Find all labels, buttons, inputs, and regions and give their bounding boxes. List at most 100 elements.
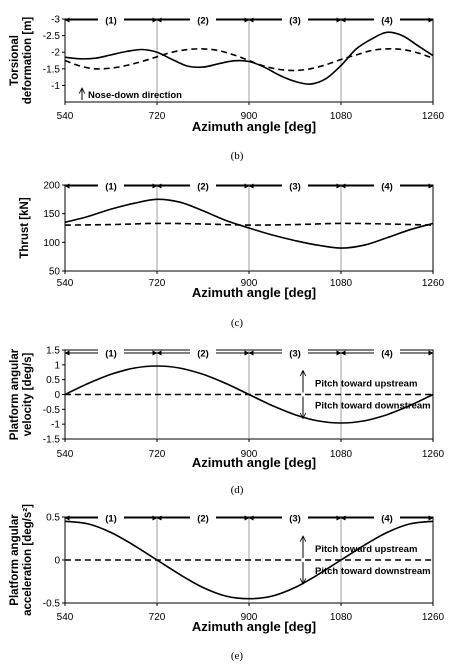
x-tick-label: 1260 [422, 449, 445, 460]
y-tick-label: 200 [43, 181, 60, 192]
y-tick-label: -2 [51, 48, 60, 59]
x-tick-label: 1080 [330, 278, 353, 289]
y-tick-label: 150 [43, 209, 60, 220]
segment-label-bg [282, 180, 308, 191]
segment-label-bg [374, 347, 400, 358]
panel-caption: (d) [231, 484, 244, 496]
y-tick-label: 100 [43, 238, 60, 249]
segment-label: (3) [289, 182, 301, 193]
segment-label: (1) [105, 182, 117, 193]
series-line-dashed [64, 48, 434, 72]
panel-caption: (b) [231, 150, 244, 162]
y-axis-title-line: velocity [deg/s] [22, 352, 34, 436]
y-tick-label: 1.5 [46, 346, 60, 357]
segment-label: (4) [381, 349, 393, 360]
segment-label: (2) [197, 182, 209, 193]
pitch-downstream-label: Pitch toward downstream [315, 566, 431, 577]
x-tick-label: 900 [241, 612, 258, 623]
y-tick-label: -3 [51, 15, 60, 26]
y-tick-label: 1 [54, 360, 60, 371]
y-tick-label: -0.5 [43, 405, 61, 416]
segment-label-bg [282, 14, 308, 25]
segment-label: (4) [381, 182, 393, 193]
pitch-upstream-label: Pitch toward upstream [315, 379, 417, 390]
segment-label: (3) [289, 349, 301, 360]
x-tick-label: 720 [149, 111, 166, 122]
segment-label-bg [282, 347, 308, 358]
x-tick-label: 540 [57, 449, 74, 460]
panel-caption: (c) [231, 317, 244, 329]
x-tick-label: 1260 [422, 111, 445, 122]
y-tick-label: -1.5 [43, 64, 61, 75]
x-tick-label: 900 [241, 111, 258, 122]
x-tick-label: 720 [149, 278, 166, 289]
segment-label: (1) [105, 16, 117, 27]
segment-label: (4) [381, 16, 393, 27]
x-axis-title: Azimuth angle [deg] [192, 285, 316, 300]
series-line-solid [64, 31, 434, 85]
panel-caption: (e) [231, 650, 244, 662]
segment-label-bg [190, 180, 216, 191]
chart-panel-c: 540 720 900 1080 1260 50 100 150 200 Azimuth angl… [19, 180, 445, 329]
chart-panel-d: 540 720 900 1080 1260 -1.5 -1 -0.5 0 0.5 1 1.5 Azimu… [9, 346, 445, 497]
segment-label-bg [190, 14, 216, 25]
y-tick-label: 0 [54, 556, 60, 567]
segment-label: (3) [289, 514, 301, 525]
y-tick-label: -2.5 [43, 31, 61, 42]
x-tick-label: 1080 [330, 111, 353, 122]
y-tick-label: -1.5 [43, 435, 61, 446]
y-tick-label: -1 [51, 420, 60, 431]
y-axis-title-line: Thrust [kN] [19, 197, 31, 259]
x-tick-label: 540 [57, 111, 74, 122]
segment-label-bg [374, 512, 400, 523]
pitch-upstream-label: Pitch toward upstream [315, 544, 417, 555]
y-axis-title-line: deformation [m] [22, 17, 34, 105]
nose-down-label: Nose-down direction [88, 90, 182, 101]
y-axis-title-line: Platform angular [9, 514, 21, 606]
pitch-downstream-label: Pitch toward downstream [315, 401, 431, 412]
y-tick-label: 0 [54, 390, 60, 401]
x-tick-label: 900 [241, 278, 258, 289]
x-tick-label: 1080 [330, 612, 353, 623]
segment-label-bg [190, 512, 216, 523]
y-axis-title-line: Torsional [9, 35, 21, 86]
segment-label-bg [282, 512, 308, 523]
segment-label-bg [98, 512, 124, 523]
series-line-dashed [64, 222, 434, 226]
segment-label: (3) [289, 16, 301, 27]
x-tick-label: 1260 [422, 612, 445, 623]
series-line-solid [64, 198, 434, 249]
segment-label-bg [374, 14, 400, 25]
x-tick-label: 1080 [330, 449, 353, 460]
y-tick-label: 0.5 [46, 375, 60, 386]
segment-label-bg [98, 180, 124, 191]
y-axis-title-line: acceleration [deg/s²] [22, 504, 34, 616]
segment-label: (1) [105, 349, 117, 360]
y-tick-label: 50 [49, 267, 61, 278]
y-tick-label: -1 [51, 81, 60, 92]
segment-label: (2) [197, 16, 209, 27]
segment-label: (1) [105, 514, 117, 525]
segment-label-bg [374, 180, 400, 191]
x-axis-title: Azimuth angle [deg] [192, 455, 316, 470]
y-tick-label: 0.5 [46, 513, 60, 524]
y-tick-label: -0.5 [43, 599, 61, 610]
chart-panel-b: 540 720 900 1080 1260 -3 -2.5 -2 -1.5 -1 Azimuth a… [9, 14, 445, 162]
x-tick-label: 540 [57, 278, 74, 289]
x-axis-title: Azimuth angle [deg] [192, 619, 316, 634]
segment-label: (4) [381, 514, 393, 525]
x-tick-label: 540 [57, 612, 74, 623]
x-tick-label: 720 [149, 449, 166, 460]
x-tick-label: 1260 [422, 278, 445, 289]
x-tick-label: 900 [241, 449, 258, 460]
segment-label-bg [98, 347, 124, 358]
series-line-solid [64, 520, 434, 600]
x-tick-label: 720 [149, 612, 166, 623]
chart-panel-e: 540 720 900 1080 1260 -0.5 0 0.5 Azimuth angle [… [9, 504, 445, 662]
x-axis-title: Azimuth angle [deg] [192, 119, 316, 134]
segment-label: (2) [197, 514, 209, 525]
y-axis-title-line: Platform angular [9, 348, 21, 440]
segment-label-bg [190, 347, 216, 358]
segment-label-bg [98, 14, 124, 25]
